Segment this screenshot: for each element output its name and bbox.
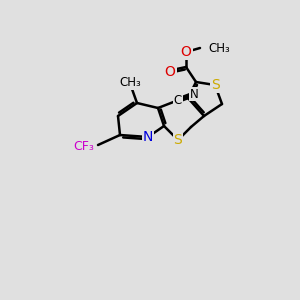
Text: O: O	[181, 45, 191, 59]
Text: S: S	[211, 78, 219, 92]
Text: O: O	[165, 65, 176, 79]
Text: N: N	[190, 88, 198, 100]
Text: CF₃: CF₃	[73, 140, 94, 154]
Text: C: C	[174, 94, 182, 106]
Text: CH₃: CH₃	[208, 41, 230, 55]
Text: N: N	[143, 130, 153, 144]
Text: S: S	[174, 133, 182, 147]
Text: CH₃: CH₃	[119, 76, 141, 89]
